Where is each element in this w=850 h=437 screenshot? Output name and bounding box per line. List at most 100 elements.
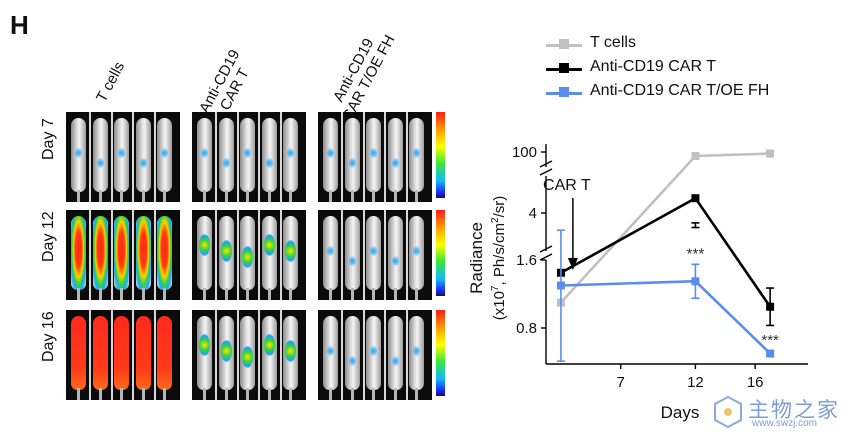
mouse-tail (163, 388, 166, 400)
mouse-silhouette (387, 316, 403, 400)
data-point-t_cells (691, 152, 700, 160)
image-divider (258, 310, 260, 400)
image-divider (132, 112, 134, 202)
mouse-image-panel (66, 310, 180, 400)
mouse-silhouette (344, 216, 360, 300)
mouse-image-panel (318, 112, 432, 202)
mouse-silhouette (135, 316, 151, 400)
hexagon-logo-icon (714, 395, 742, 429)
series-line-car_t (560, 196, 772, 308)
mouse-tail (329, 288, 332, 300)
mouse-silhouette (261, 118, 277, 202)
mouse-tail (120, 288, 123, 300)
image-divider (341, 112, 343, 202)
image-divider (258, 210, 260, 300)
mouse-image-panel (192, 210, 306, 300)
data-point-car_t (691, 194, 700, 203)
mouse-tail (372, 190, 375, 202)
image-divider (215, 210, 217, 300)
mouse-tail (289, 190, 292, 202)
superscript: 2 (490, 217, 501, 223)
signal-spot (75, 148, 82, 158)
mouse-image-panel (66, 210, 180, 300)
signal-spot (413, 148, 420, 158)
mouse-silhouette (323, 118, 338, 202)
signal-spot (391, 356, 399, 366)
mouse-silhouette (344, 118, 360, 202)
mouse-silhouette (114, 216, 129, 300)
signal-spot (201, 148, 208, 158)
watermark-text: 主物之家 (748, 399, 840, 422)
mouse-tail (415, 288, 418, 300)
image-divider (132, 310, 134, 400)
mouse-silhouette (218, 216, 234, 300)
mouse-image-panel (192, 310, 306, 400)
y-tick-label: 1.6 (516, 252, 537, 269)
intensity-colorbar (436, 112, 445, 198)
mouse-tail (267, 190, 271, 202)
signal-spot (348, 256, 356, 266)
y-axis-label-group: Radiance(x107, Ph/s/cm2/sr) (467, 196, 508, 321)
mouse-silhouette (409, 118, 424, 202)
mouse-tail (141, 388, 145, 400)
mouse-tail (393, 190, 397, 202)
signal-spot (391, 158, 399, 168)
mouse-silhouette (240, 316, 255, 400)
mouse-tail (98, 288, 102, 300)
signal-spot (370, 148, 377, 158)
mouse-silhouette (218, 316, 234, 400)
series-line-car_t_oe_fh (560, 279, 772, 355)
image-divider (384, 210, 386, 300)
axis-break-mark (539, 168, 553, 176)
signal-spot (287, 148, 294, 158)
mouse-tail (163, 288, 166, 300)
mouse-silhouette (387, 216, 403, 300)
signal-spot (242, 246, 253, 268)
y-tick-label: 4 (529, 205, 537, 222)
mouse-tail (393, 288, 397, 300)
signal-spot (220, 240, 232, 262)
signal-spot (370, 346, 377, 356)
column-label-line: T cells (92, 58, 129, 105)
signal-spot (199, 334, 210, 356)
image-divider (405, 112, 408, 202)
image-divider (153, 310, 156, 400)
image-divider (341, 310, 343, 400)
mouse-tail (329, 388, 332, 400)
data-point-t_cells (766, 149, 775, 158)
label-part: /sr) (491, 196, 508, 218)
image-divider (236, 310, 239, 400)
row-label-day-12: Day 12 (40, 211, 57, 262)
signal-spot (348, 356, 356, 366)
mouse-silhouette (283, 316, 298, 400)
mouse-silhouette (135, 216, 151, 300)
image-divider (405, 310, 408, 400)
mouse-tail (415, 190, 418, 202)
y-axis-label: Radiance (467, 222, 486, 294)
image-divider (153, 112, 156, 202)
mouse-silhouette (261, 316, 277, 400)
image-divider (405, 210, 408, 300)
mouse-tail (203, 288, 206, 300)
image-divider (362, 310, 365, 400)
mouse-silhouette (283, 118, 298, 202)
mouse-tail (224, 190, 228, 202)
mouse-image-panel (192, 112, 306, 202)
image-divider (362, 112, 365, 202)
data-point-car_t_oe_fh (691, 277, 700, 286)
y-tick-label: 100 (512, 144, 537, 161)
label-part: (x10 (491, 291, 508, 320)
mouse-silhouette (197, 118, 212, 202)
image-divider (341, 210, 343, 300)
mouse-silhouette (409, 316, 424, 400)
mouse-tail (120, 190, 123, 202)
image-divider (258, 112, 260, 202)
mouse-tail (267, 288, 271, 300)
signal-spot (220, 340, 232, 362)
image-divider (236, 210, 239, 300)
watermark-url: www.swzj.com (752, 418, 818, 429)
mouse-tail (163, 190, 166, 202)
annotation-label: CAR T (543, 177, 591, 194)
mouse-image-panel (318, 310, 432, 400)
